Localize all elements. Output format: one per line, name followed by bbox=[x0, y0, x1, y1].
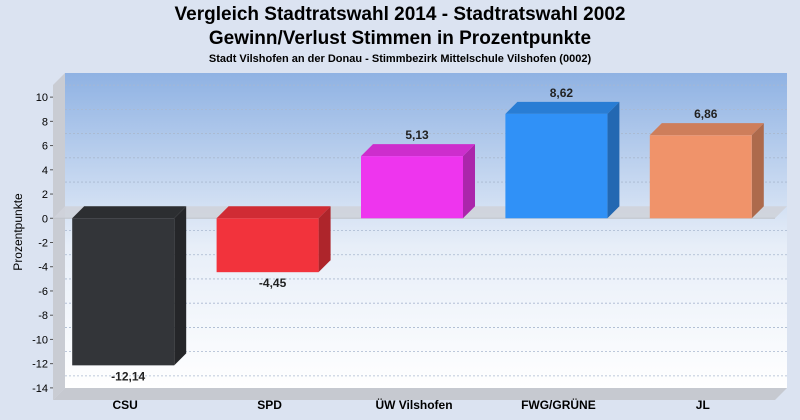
x-category-label: ÜW Vilshofen bbox=[375, 397, 452, 412]
y-tick-label: -14 bbox=[32, 383, 48, 395]
data-label: 6,86 bbox=[694, 107, 718, 121]
bar-top bbox=[361, 144, 475, 157]
chart-subtitle-district: Stadt Vilshofen an der Donau - Stimmbezi… bbox=[208, 53, 592, 65]
y-tick-label: -12 bbox=[32, 359, 48, 371]
y-axis-label: Prozentpunkte bbox=[11, 193, 25, 271]
y-tick-label: 10 bbox=[36, 92, 48, 104]
y-tick-label: 2 bbox=[42, 189, 48, 201]
bar-side bbox=[318, 206, 331, 273]
bar bbox=[505, 113, 608, 219]
data-label: -12,14 bbox=[111, 369, 145, 383]
data-label: -4,45 bbox=[259, 276, 287, 290]
data-label: 5,13 bbox=[405, 128, 429, 142]
bar-top bbox=[649, 123, 764, 136]
bar bbox=[72, 218, 175, 366]
y-tick-label: 8 bbox=[42, 116, 48, 128]
bar-side bbox=[174, 206, 187, 366]
x-category-label: FWG/GRÜNE bbox=[521, 397, 596, 412]
data-label: 8,62 bbox=[550, 86, 574, 100]
y-tick-label: -6 bbox=[38, 286, 48, 298]
y-tick-label: -8 bbox=[38, 310, 48, 322]
y-tick-label: -10 bbox=[32, 334, 48, 346]
bar-side bbox=[463, 144, 475, 219]
y-tick-label: 4 bbox=[42, 165, 48, 177]
bar bbox=[216, 218, 319, 273]
y-tick-label: -4 bbox=[38, 262, 48, 274]
bar bbox=[649, 135, 752, 219]
x-category-label: JL bbox=[696, 398, 710, 412]
x-category-label: CSU bbox=[113, 398, 138, 412]
plot-floor bbox=[53, 388, 787, 400]
chart-subtitle: Gewinn/Verlust Stimmen in Prozentpunkte bbox=[208, 28, 592, 49]
y-tick-label: 0 bbox=[42, 213, 48, 225]
bar-top bbox=[72, 206, 187, 219]
plot-left-wall bbox=[53, 73, 65, 400]
y-tick-label: 6 bbox=[42, 141, 48, 153]
bar-top bbox=[216, 206, 331, 219]
bar-side bbox=[607, 101, 620, 219]
bar-side bbox=[751, 123, 764, 219]
bar bbox=[361, 156, 463, 219]
bar-top bbox=[505, 101, 620, 114]
y-tick-label: -2 bbox=[38, 238, 48, 250]
x-category-label: SPD bbox=[257, 398, 282, 412]
chart-title: Vergleich Stadtratswahl 2014 - Stadtrats… bbox=[174, 4, 626, 25]
